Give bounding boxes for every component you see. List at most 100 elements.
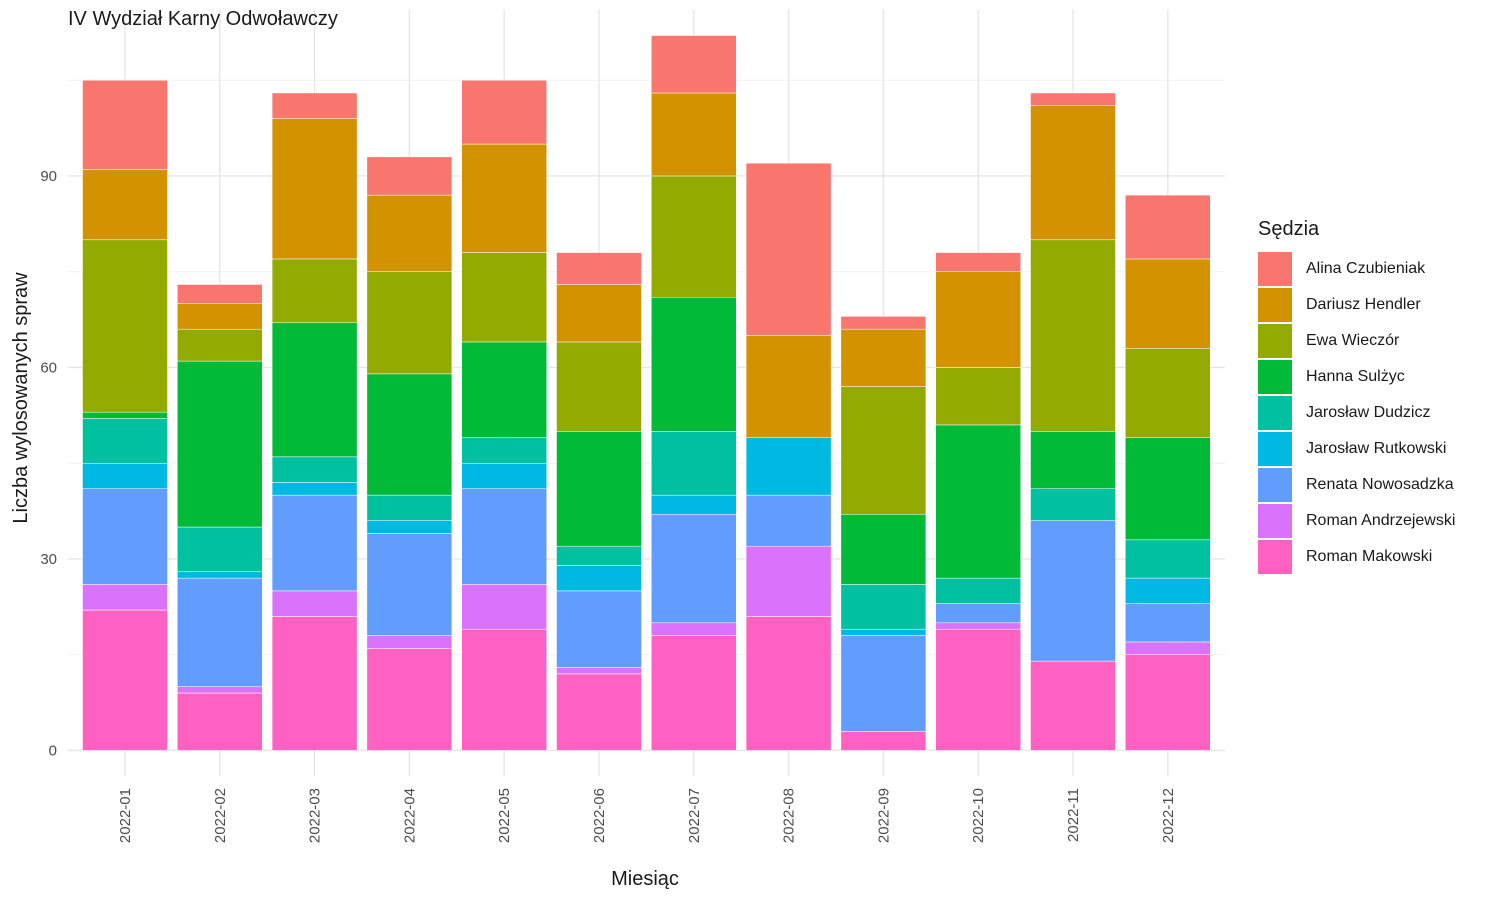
bar-segment [1125,641,1211,655]
bar-segment [271,456,358,483]
bar-segment [82,462,168,490]
bar-segment [1125,539,1211,579]
legend-item: Jarosław Dudzicz [1258,395,1455,431]
y-tick-label: 0 [49,742,57,759]
bar-segment [461,341,547,438]
bar-segment [840,316,927,330]
x-tick-label: 2022-12 [1160,788,1177,843]
bar-segment [271,616,358,751]
bar-segment [1125,194,1211,260]
bar-segment [271,590,358,617]
bar-segment [366,494,453,521]
legend-item: Roman Makowski [1258,539,1455,575]
legend: Sędzia Alina Czubieniak Dariusz Hendler Ew… [1258,218,1455,575]
bar-segment [366,520,453,534]
legend-label: Ewa Wieczór [1306,332,1400,349]
bar-segment [840,628,927,636]
bar-segment [461,488,547,585]
bars [82,35,1211,751]
legend-label: Alina Czubieniak [1306,260,1426,277]
bar-segment [556,565,642,592]
bar-segment [366,635,453,649]
bar-segment [651,297,737,432]
bar-segment [556,431,642,547]
legend-swatch [1258,432,1292,466]
bar-segment [745,494,832,547]
bar-segment [556,341,642,432]
bar-segment [935,367,1021,426]
x-tick-label: 2022-02 [212,788,229,843]
legend-swatch [1258,540,1292,574]
bar-segment [651,635,737,751]
bar-segment [556,590,642,668]
bar-segment [935,252,1021,272]
bar-segment [82,584,168,611]
legend-label: Jarosław Dudzicz [1306,404,1431,421]
x-tick-label: 2022-11 [1065,788,1082,842]
bar-segment [745,162,832,336]
bar-segment [1030,431,1116,489]
x-tick-label: 2022-04 [401,788,418,843]
bar-segment [1030,239,1116,432]
legend-item: Alina Czubieniak [1258,251,1455,287]
legend-label: Dariusz Hendler [1306,296,1421,313]
bar-segment [1030,105,1116,241]
y-tick-label: 90 [40,168,57,185]
bar-segment [935,628,1021,751]
bar-segment [461,437,547,464]
bar-segment [1030,488,1116,521]
bar-segment [271,92,358,119]
bar-segment [745,437,832,496]
bar-segment [651,35,737,94]
legend-item: Hanna Sulżyc [1258,359,1455,395]
legend-item: Renata Nowosadzka [1258,467,1455,503]
bar-segment [177,577,263,687]
bar-segment [271,118,358,260]
legend-label: Roman Andrzejewski [1306,512,1456,529]
legend-swatch [1258,504,1292,538]
legend-item: Jarosław Rutkowski [1258,431,1455,467]
bar-segment [1030,520,1116,662]
bar-segment [177,571,263,579]
bar-segment [366,156,453,196]
x-tick-label: 2022-07 [686,788,703,843]
bar-segment [271,322,358,458]
bar-segment [745,545,832,617]
legend-title: Sędzia [1258,218,1320,240]
bar-segment [177,692,263,751]
bar-segment [1125,654,1211,751]
bar-segment [1030,92,1116,106]
bar-segment [461,462,547,490]
bar-segment [271,482,358,496]
legend-label: Roman Makowski [1306,548,1433,565]
bar-segment [82,609,168,751]
bar-segment [840,635,927,732]
bar-segment [651,494,737,515]
y-axis-ticks: 0 30 60 90 [40,168,57,760]
bar-segment [935,622,1021,630]
x-axis-label: Miesiąc [611,868,679,890]
y-tick-label: 60 [40,359,57,376]
bar-segment [177,360,263,528]
bar-segment [651,622,737,636]
legend-swatch [1258,360,1292,394]
bar-segment [177,303,263,330]
x-tick-label: 2022-10 [970,788,987,843]
bar-segment [366,373,453,496]
legend-label: Hanna Sulżyc [1306,368,1405,385]
bar-segment [745,335,832,438]
bar-segment [935,424,1021,579]
legend-swatch [1258,396,1292,430]
y-tick-label: 30 [40,551,57,568]
bar-segment [1125,437,1211,541]
bar-segment [840,386,927,515]
bar-segment [1125,577,1211,604]
bar-segment [461,252,547,343]
bar-segment [1125,603,1211,643]
bar-segment [366,533,453,636]
bar-segment [935,603,1021,624]
x-tick-label: 2022-08 [781,788,798,843]
x-axis-ticks: 2022-01 2022-02 2022-03 2022-04 2022-05 2022-… [117,788,1177,843]
bar-segment [271,494,358,592]
